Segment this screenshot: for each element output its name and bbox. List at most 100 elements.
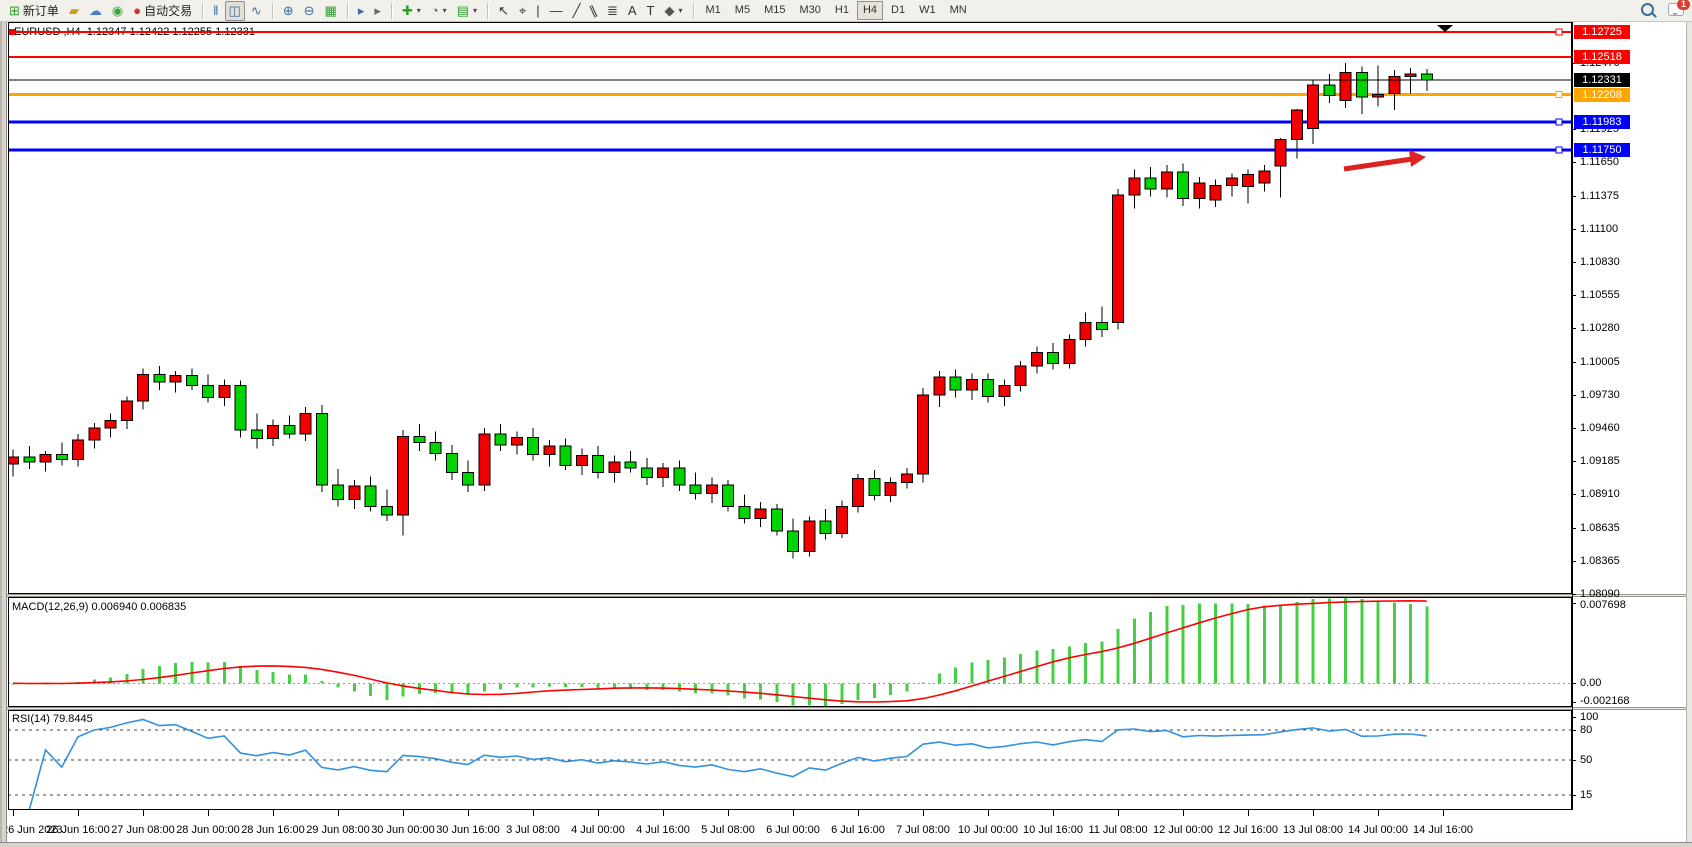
periods-button[interactable]: ◔ ▾ bbox=[427, 1, 451, 21]
panel-splitter[interactable] bbox=[0, 707, 1692, 710]
text-icon: A bbox=[627, 2, 637, 18]
candle bbox=[1177, 171, 1189, 200]
bar-chart-button[interactable]: ‖ bbox=[209, 1, 222, 21]
rsi-panel[interactable] bbox=[8, 710, 1572, 810]
time-label: 26 Jun 16:00 bbox=[46, 824, 110, 836]
panel-splitter[interactable] bbox=[0, 594, 1692, 597]
macd-histogram-bar bbox=[710, 683, 714, 694]
new-order-button[interactable]: ⊞ 新订单 bbox=[5, 1, 63, 21]
time-label: 4 Jul 00:00 bbox=[571, 824, 625, 836]
candle bbox=[169, 375, 182, 383]
candle bbox=[868, 478, 881, 497]
line-handle[interactable] bbox=[1555, 146, 1563, 154]
signals-icon[interactable]: ◉ bbox=[108, 1, 127, 21]
templates-button[interactable]: ▤ ▾ bbox=[453, 1, 481, 21]
time-tick bbox=[1248, 810, 1249, 816]
fibonacci-button[interactable]: ≣ bbox=[603, 1, 622, 21]
time-tick bbox=[1183, 810, 1184, 816]
zoom-in-button[interactable]: ⊕ bbox=[279, 1, 298, 21]
time-tick bbox=[78, 810, 79, 816]
macd-histogram-bar bbox=[1084, 642, 1087, 684]
line-handle[interactable] bbox=[1555, 28, 1563, 36]
line-chart-button[interactable]: ∿ bbox=[247, 1, 266, 21]
time-label: 11 Jul 08:00 bbox=[1088, 824, 1148, 836]
autotrading-button[interactable]: ● 自动交易 bbox=[129, 1, 196, 21]
candle bbox=[917, 394, 929, 475]
candle bbox=[445, 452, 458, 474]
timeframe-m30[interactable]: M30 bbox=[799, 4, 821, 16]
line-handle[interactable] bbox=[9, 29, 15, 36]
trendline-icon: ╱ bbox=[572, 2, 581, 18]
macd-histogram-bar bbox=[1067, 646, 1071, 684]
chart-shift-button[interactable]: ▸ bbox=[370, 1, 385, 21]
plot-border bbox=[8, 22, 1572, 594]
chat-icon[interactable]: 1 bbox=[1668, 0, 1690, 16]
timeframe-h4[interactable]: H4 bbox=[856, 1, 883, 20]
price-chart[interactable] bbox=[8, 22, 1572, 594]
channel-button[interactable]: ∥ bbox=[586, 1, 601, 21]
axis-tick bbox=[1572, 795, 1576, 796]
rsi-line bbox=[13, 718, 1427, 810]
candle bbox=[624, 461, 637, 469]
candle bbox=[1047, 352, 1059, 365]
text-button[interactable]: A bbox=[624, 1, 641, 21]
cursor-button[interactable]: ↖ bbox=[494, 1, 513, 21]
macd-histogram-bar bbox=[872, 683, 876, 698]
line-handle[interactable] bbox=[1555, 91, 1563, 99]
candlestick-chart-button[interactable]: ◫ bbox=[224, 0, 245, 21]
timeframe-h1[interactable]: H1 bbox=[834, 4, 849, 16]
macd-histogram-bar bbox=[1262, 605, 1266, 684]
timeframe-m5[interactable]: M5 bbox=[734, 4, 751, 16]
tile-windows-icon: ▦ bbox=[324, 2, 337, 18]
candle bbox=[267, 424, 279, 440]
price-axis[interactable]: 1.124701.119251.116501.113751.111001.108… bbox=[1572, 0, 1686, 847]
line-handle[interactable] bbox=[1555, 118, 1563, 126]
candle bbox=[705, 484, 718, 494]
zoom-out-button[interactable]: ⊖ bbox=[300, 1, 319, 21]
macd-histogram-bar bbox=[921, 682, 925, 684]
macd-histogram-bar bbox=[1246, 604, 1250, 684]
time-label: 3 Jul 08:00 bbox=[506, 824, 560, 836]
auto-scroll-button[interactable]: ▸ bbox=[354, 1, 369, 21]
text-label-button[interactable]: T bbox=[643, 1, 659, 21]
macd-histogram-bar bbox=[1360, 598, 1364, 684]
chart-shift-marker[interactable] bbox=[1437, 25, 1453, 32]
crosshair-button[interactable]: ⌖ bbox=[515, 1, 530, 21]
macd-histogram-bar bbox=[434, 683, 437, 693]
marker-icon[interactable]: ▰ bbox=[65, 1, 83, 21]
text-label-icon: T bbox=[646, 2, 655, 18]
timeframe-mn[interactable]: MN bbox=[949, 4, 967, 16]
candle bbox=[673, 467, 686, 486]
candle bbox=[202, 384, 214, 399]
timeframe-w1[interactable]: W1 bbox=[919, 4, 936, 16]
timeframe-m1[interactable]: M1 bbox=[705, 4, 721, 16]
timeframe-m15[interactable]: M15 bbox=[764, 4, 786, 16]
shapes-button[interactable]: ◆ ▾ bbox=[660, 1, 686, 21]
timeframe-d1[interactable]: D1 bbox=[891, 4, 906, 16]
search-icon[interactable] bbox=[1641, 3, 1654, 16]
candle bbox=[1128, 177, 1141, 196]
candle bbox=[1290, 109, 1303, 140]
macd-panel[interactable] bbox=[8, 597, 1572, 707]
trend-arrow[interactable] bbox=[1343, 156, 1413, 172]
vertical-line-button[interactable]: | bbox=[532, 1, 543, 21]
macd-histogram-bar bbox=[1409, 603, 1412, 684]
toolbar-separator bbox=[202, 2, 204, 19]
horizontal-line-button[interactable]: — bbox=[546, 1, 567, 21]
trendline-button[interactable]: ╱ bbox=[569, 1, 585, 21]
macd-histogram-bar bbox=[889, 683, 892, 695]
candle bbox=[1420, 73, 1433, 81]
candle bbox=[72, 439, 84, 460]
macd-histogram-bar bbox=[1392, 602, 1396, 684]
time-tick bbox=[728, 810, 729, 816]
tile-windows-button[interactable]: ▦ bbox=[321, 1, 341, 21]
candle bbox=[1063, 338, 1076, 365]
macd-histogram-bar bbox=[856, 683, 860, 700]
candle bbox=[397, 435, 409, 516]
macd-histogram-bar bbox=[1425, 606, 1429, 684]
indicators-button[interactable]: ✚ ▾ bbox=[398, 1, 425, 21]
community-icon[interactable]: ☁ bbox=[85, 1, 106, 21]
candle bbox=[1030, 352, 1043, 367]
macd-histogram-bar bbox=[970, 662, 974, 684]
macd-histogram-bar bbox=[954, 667, 957, 684]
